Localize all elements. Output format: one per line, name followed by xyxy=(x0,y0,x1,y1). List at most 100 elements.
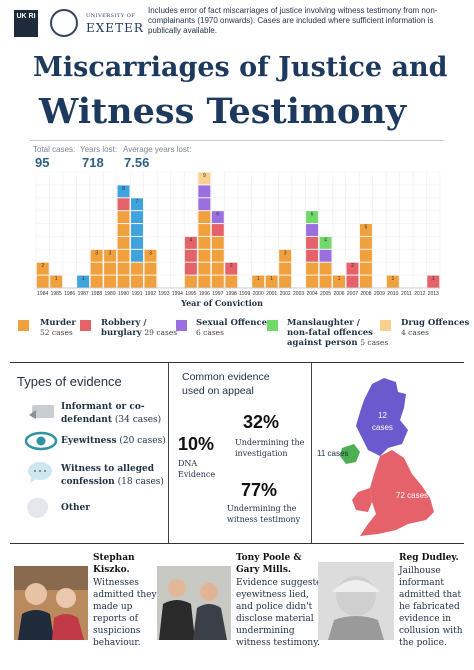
x-tick-1994: 1994 xyxy=(172,291,183,297)
x-tick-2005: 2005 xyxy=(320,291,331,297)
bar-segment-1996-murder xyxy=(198,211,211,224)
x-tick-1987: 1987 xyxy=(78,291,89,297)
data-label-2010: 1 xyxy=(391,276,394,282)
bar-segment-2005-manslaughter-non-fatal-offences-against-person xyxy=(319,236,332,249)
bar-segment-2005-murder xyxy=(319,262,332,275)
data-label-1987: 1 xyxy=(82,276,85,282)
bar-segment-2000-murder xyxy=(252,275,265,288)
pct-investigation-label: Undermining the investigation xyxy=(235,437,304,459)
map-scotland-count: 12 xyxy=(378,411,387,420)
bar-segment-2004-murder xyxy=(306,275,319,288)
legend-swatch-sexual xyxy=(176,320,187,331)
legend-murder: Murder 52 cases xyxy=(40,318,76,338)
bar-segment-1991-eyewitness xyxy=(131,211,143,224)
x-tick-1986: 1986 xyxy=(64,291,75,297)
legend-swatch-murder xyxy=(18,320,29,331)
person-3-desc-3: he fabricated xyxy=(399,602,460,612)
data-label-2013: 1 xyxy=(432,276,435,282)
person-3-name: Reg Dudley. xyxy=(399,553,459,563)
pct-witness-label: Undermining the witness testimony xyxy=(227,503,300,525)
common-title-a: Common evidence xyxy=(182,371,270,383)
pct-investigation-label-b: investigation xyxy=(235,449,288,458)
data-label-1992: 3 xyxy=(149,250,152,256)
legend-robbery-count: 29 cases xyxy=(144,328,178,337)
person-3-desc-0: Jailhouse xyxy=(399,566,441,576)
x-tick-1999: 1999 xyxy=(239,291,250,297)
informant-label-b: defendant xyxy=(61,415,112,425)
legend-mansl-label-c: against person xyxy=(287,338,358,348)
person-3-desc: Jailhouse informant admitted that he fab… xyxy=(399,565,463,649)
person-1-desc-4: suspicions xyxy=(93,626,141,636)
bar-segment-2004-robbery-burglary xyxy=(306,249,319,262)
bar-segment-1998-robbery-burglary xyxy=(225,262,238,275)
alleged-confession-item: Witness to alleged confession (18 cases) xyxy=(61,463,164,489)
bar-segment-1998-murder xyxy=(225,275,238,288)
x-tick-2010: 2010 xyxy=(387,291,398,297)
bar-segment-2002-murder xyxy=(279,262,292,275)
other-label: Other xyxy=(61,503,91,513)
bar-segment-1996-sexual-offences xyxy=(198,185,211,198)
bar-segment-2002-murder xyxy=(279,249,292,262)
bar-segment-1995-robbery-burglary xyxy=(184,262,197,275)
bar-segment-2005-murder xyxy=(319,275,332,288)
x-tick-1992: 1992 xyxy=(145,291,156,297)
informant-icon xyxy=(29,405,54,419)
bar-segment-1996-murder xyxy=(198,236,211,249)
total-cases-value: 95 xyxy=(35,155,50,170)
legend-robbery-label-b: burglary xyxy=(101,328,142,338)
chart-labels: 1984 2 1985 1 1986 1987 1 1988 3 1989 3 1990 8 1991 7 1… xyxy=(37,173,439,297)
data-label-1998: 2 xyxy=(230,263,233,269)
x-tick-1997: 1997 xyxy=(212,291,223,297)
pct-dna-label-a: DNA xyxy=(178,459,198,468)
legend-swatch-drug xyxy=(380,320,391,331)
exeter-logo-small: UNIVERSITY OF xyxy=(86,13,136,19)
panel-divider-1 xyxy=(168,363,169,543)
pct-dna: 10% xyxy=(178,434,215,454)
bar-segment-1990-murder xyxy=(117,275,130,288)
map-england-label: 72 cases xyxy=(396,491,428,500)
bar-segment-1996-drug-offences xyxy=(198,172,211,185)
eyewitness-item: Eyewitness (20 cases) xyxy=(61,435,166,448)
legend-manslaughter: Manslaughter / non-fatal offences against … xyxy=(287,318,388,348)
bar-segment-1997-murder xyxy=(211,275,224,288)
data-label-2007: 2 xyxy=(351,263,354,269)
types-of-evidence-title: Types of evidence xyxy=(17,374,122,389)
bar-segment-1990-murder xyxy=(117,249,130,262)
panel-divider-2 xyxy=(311,363,312,543)
other-blob-icon xyxy=(27,497,49,518)
legend-robbery-label-a: Robbery / xyxy=(101,318,147,328)
common-evidence-title: Common evidence used on appeal xyxy=(182,370,270,398)
informant-count: (34 cases) xyxy=(114,415,162,425)
x-tick-1991: 1991 xyxy=(131,291,142,297)
person-2-name: Tony Poole & Gary Mills. xyxy=(236,552,302,576)
x-tick-2009: 2009 xyxy=(374,291,385,297)
person-1-desc-5: behaviour. xyxy=(93,638,141,648)
person-2-desc-2: and police didn't xyxy=(236,602,313,612)
legend-swatch-robbery xyxy=(80,320,91,331)
title-line-1: Miscarriages of Justice and xyxy=(33,52,448,83)
bar-segment-1984-murder xyxy=(36,262,49,275)
x-tick-1984: 1984 xyxy=(37,291,48,297)
total-cases-label: Total cases: xyxy=(33,145,76,154)
alleged-label-b: confession xyxy=(61,477,115,487)
data-label-1996: 9 xyxy=(203,173,206,179)
bar-segment-1990-murder xyxy=(117,224,130,236)
bar-segment-1991-murder xyxy=(131,275,143,288)
informant-label-a: Informant or co- xyxy=(61,402,145,412)
legend-murder-count: 52 cases xyxy=(40,328,73,337)
years-lost-label: Years lost: xyxy=(80,145,118,154)
person-1-desc-1: admitted they xyxy=(93,590,157,600)
bar-segment-1988-murder xyxy=(90,262,103,275)
data-label-1984: 2 xyxy=(41,263,44,269)
person-1-desc-0: Witnesses xyxy=(93,578,139,588)
x-tick-1990: 1990 xyxy=(118,291,129,297)
bar-segment-1996-murder xyxy=(198,262,211,275)
person-2-desc-1: eyewitness lied, xyxy=(236,590,309,600)
data-label-2005: 4 xyxy=(324,237,327,243)
bar-segment-1990-robbery-burglary xyxy=(117,198,130,211)
chart-bars xyxy=(36,172,440,288)
bar-segment-1990-murder xyxy=(117,211,130,224)
person-1-name-b: Kiszko. xyxy=(93,565,130,575)
bar-segment-2008-murder xyxy=(359,262,372,275)
legend-sexual-count: 6 cases xyxy=(196,328,224,337)
